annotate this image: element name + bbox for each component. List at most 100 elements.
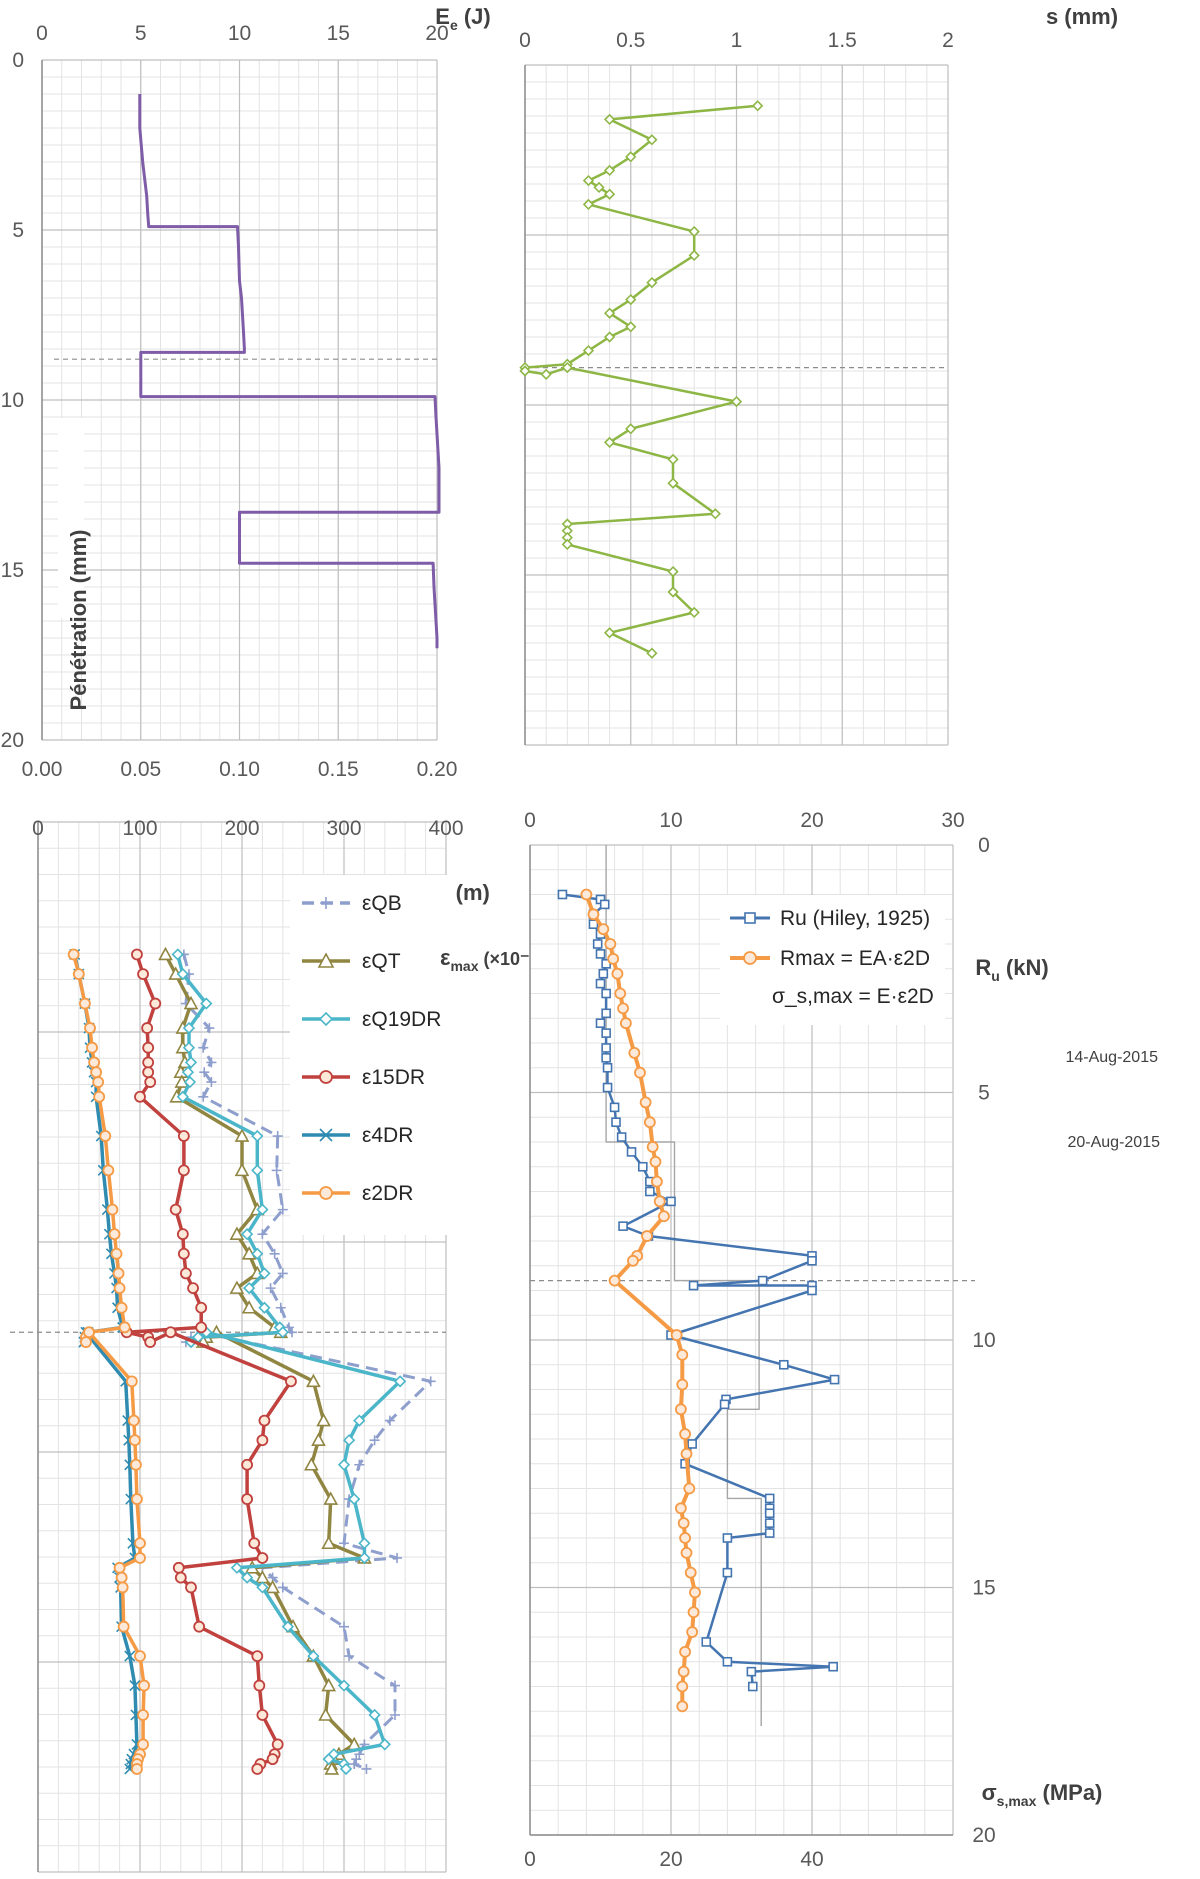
e15DR-point bbox=[256, 1434, 269, 1447]
e2DR-point bbox=[88, 1056, 100, 1069]
Ru-point bbox=[626, 1147, 637, 1157]
eQT-point bbox=[324, 1761, 340, 1775]
e2DR-point bbox=[117, 1620, 130, 1633]
e15DR-point bbox=[144, 1076, 157, 1088]
Rmax-point bbox=[646, 1141, 659, 1153]
height-bottom-tick-label: 0.10 bbox=[219, 758, 260, 781]
strain-panel: 0 100 200 300 400 εQB εQT εQ19DR ε15DR ε4DR ε2DR εm… bbox=[10, 817, 544, 1873]
eQT-point bbox=[241, 1300, 257, 1314]
settlement-point bbox=[603, 307, 616, 319]
settlement-point bbox=[603, 627, 616, 639]
settlement-point bbox=[625, 151, 637, 163]
settlement-point bbox=[603, 436, 616, 449]
e2DR-point bbox=[106, 1203, 119, 1216]
e15DR-point bbox=[271, 1738, 284, 1751]
eQT-point bbox=[306, 1373, 321, 1388]
penetration-left-tick-label: 20 bbox=[1, 729, 24, 752]
settlement-point bbox=[709, 508, 721, 520]
eQB-legend-label: εQB bbox=[362, 892, 402, 915]
eQ19DR-point bbox=[358, 1551, 371, 1565]
eQB-point bbox=[206, 1057, 217, 1068]
Rmax-point bbox=[689, 1586, 701, 1599]
penetration-right-tick-label: 0 bbox=[978, 834, 990, 857]
e2DR-point bbox=[110, 1247, 123, 1260]
settlement-point bbox=[667, 586, 679, 598]
e2DR-legend-label: ε2DR bbox=[362, 1182, 413, 1205]
height-bottom-tick-label: 0.20 bbox=[417, 758, 458, 781]
e15DR-point bbox=[134, 1090, 146, 1103]
Rmax-point bbox=[580, 888, 593, 901]
settlement-top-tick-label: 0.5 bbox=[616, 29, 645, 52]
eQB-point bbox=[277, 1204, 288, 1215]
energy-top-tick-label: 10 bbox=[228, 22, 251, 45]
Ru-point bbox=[688, 1280, 699, 1291]
e2DR-point bbox=[92, 1076, 105, 1088]
e2DR-point bbox=[134, 1650, 146, 1663]
Ru-point bbox=[609, 1102, 620, 1113]
eQ19DR-point bbox=[358, 1537, 371, 1550]
eQ19DR-point bbox=[240, 1571, 254, 1584]
eQB-point bbox=[390, 1680, 400, 1691]
Ru-point bbox=[722, 1567, 733, 1578]
date-annotation-end: 20-Aug-2015 bbox=[1067, 1134, 1160, 1151]
Rmax-point bbox=[639, 1096, 652, 1109]
e15DR-legend-marker bbox=[319, 1070, 333, 1084]
settlement-top-tick-label: 1.5 bbox=[828, 29, 857, 52]
eQB-point bbox=[199, 1067, 210, 1078]
sigma-legend-label: σ_s,max = E·ε2D bbox=[772, 985, 934, 1008]
Rmax-point bbox=[614, 987, 627, 1000]
Ru-point bbox=[595, 978, 606, 989]
Rmax-point bbox=[676, 1680, 689, 1693]
stress-bottom-tick-label: 40 bbox=[800, 1848, 823, 1871]
Rmax-point bbox=[634, 1066, 646, 1079]
e2DR-point bbox=[102, 1164, 115, 1177]
eQ19DR-point bbox=[171, 948, 184, 961]
e2DR-point bbox=[79, 997, 91, 1010]
resistance-top-tick-label: 30 bbox=[941, 809, 964, 832]
e4DR-point bbox=[129, 1679, 141, 1692]
eQT-point bbox=[183, 995, 199, 1010]
settlement-point bbox=[603, 164, 616, 177]
Rmax-legend-marker bbox=[743, 951, 757, 965]
resistance-top-tick-label: 0 bbox=[524, 809, 536, 832]
eQ19DR-point bbox=[378, 1738, 391, 1751]
Rmax-point bbox=[604, 938, 617, 950]
e15DR-point bbox=[144, 1336, 157, 1348]
Ru-point bbox=[557, 889, 568, 900]
eQ19DR-point bbox=[240, 1228, 254, 1241]
Ru-point bbox=[602, 1082, 613, 1093]
e4DR-legend-marker bbox=[319, 1128, 333, 1142]
settlement-point bbox=[667, 477, 679, 489]
Ru-point bbox=[764, 1493, 775, 1504]
e2DR-point bbox=[72, 968, 85, 981]
Rmax-point bbox=[651, 1175, 663, 1188]
eQB-point bbox=[277, 1582, 288, 1593]
eQB-point bbox=[272, 1131, 283, 1142]
settlement-point bbox=[688, 225, 700, 238]
eQT-point bbox=[321, 1677, 337, 1692]
e2DR-point bbox=[115, 1301, 128, 1314]
settlement-point bbox=[582, 344, 595, 357]
eQ19DR-legend-label: εQ19DR bbox=[362, 1008, 441, 1031]
eQT-point bbox=[321, 1535, 337, 1550]
Rmax-point bbox=[597, 923, 610, 936]
Ru-point bbox=[722, 1656, 733, 1667]
Rmax-point bbox=[658, 1210, 670, 1223]
e2DR-point bbox=[67, 948, 80, 961]
settlement-point bbox=[752, 100, 764, 112]
Ru-point bbox=[599, 899, 610, 910]
strain-top-tick-label: 100 bbox=[122, 817, 157, 840]
eQT-legend-label: εQT bbox=[362, 950, 401, 973]
eQB-point bbox=[349, 1759, 360, 1770]
e15DR-point bbox=[177, 1164, 190, 1177]
date-annotation-start: 14-Aug-2015 bbox=[1065, 1049, 1158, 1066]
Ru-point bbox=[616, 1132, 627, 1142]
penetration-right-tick-label: 20 bbox=[972, 1824, 995, 1847]
settlement-point bbox=[593, 181, 605, 194]
eQ19DR-point bbox=[348, 1492, 361, 1506]
Rmax-point bbox=[679, 1532, 691, 1544]
eQ19DR-point bbox=[200, 997, 213, 1010]
e15DR-point bbox=[266, 1753, 279, 1766]
eQ19DR-point bbox=[182, 1041, 196, 1054]
